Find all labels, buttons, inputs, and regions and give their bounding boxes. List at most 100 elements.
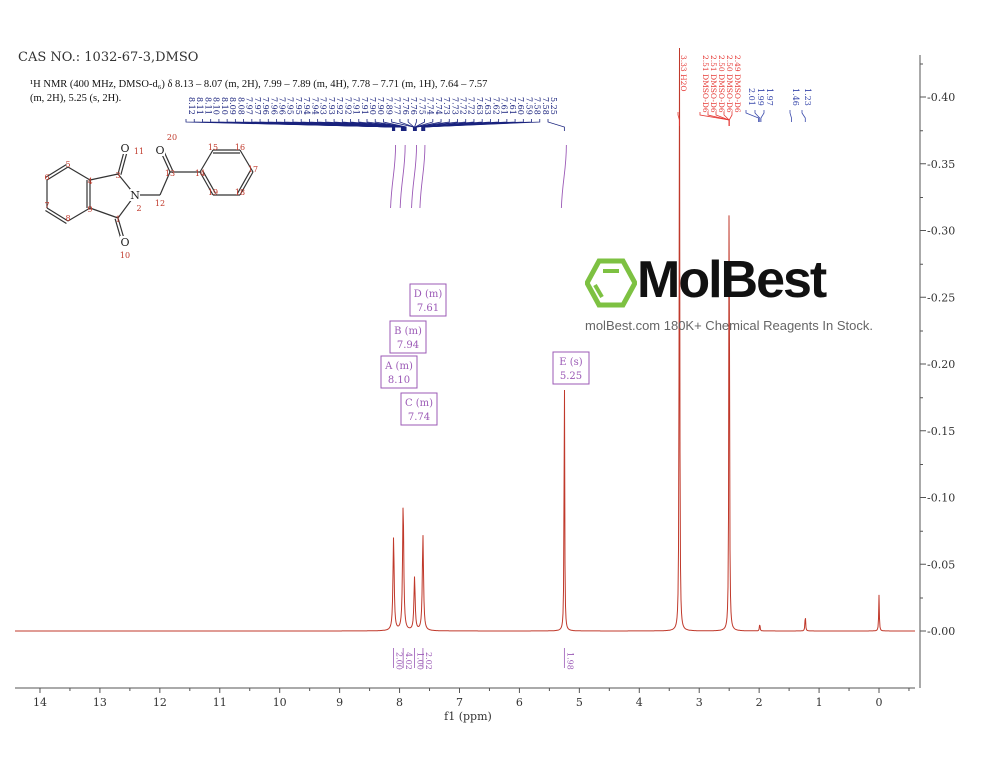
peak-label: 7.76 [409,97,418,115]
y-tick-label: -0.00 [927,625,955,638]
y-tick-label: -0.40 [927,91,955,104]
peak-label: 7.93 [327,97,336,115]
integral-value: 4.02 [404,652,413,670]
peak-label: 7.76 [401,97,410,115]
x-tick-label: 7 [456,696,463,709]
peak-label: 7.96 [269,97,278,115]
multiplet-shift: 7.94 [397,340,419,351]
peak-label: 7.73 [442,97,451,115]
peak-label-connector [383,119,407,131]
peak-label-connector [415,119,450,131]
peak-label: 7.73 [450,97,459,115]
peak-label-connector [547,119,565,131]
peak-label: 8.12 [187,97,196,115]
bond [89,173,119,181]
peak-label: 1.97 [765,88,774,106]
y-tick-label: -0.30 [927,225,955,238]
atom-number: 18 [235,188,245,197]
multiplet-box [380,355,418,389]
atom-number: 1 [115,215,120,224]
peak-label: 7.59 [524,97,533,115]
atom-number: 17 [248,165,258,174]
atom-number: 4 [87,177,92,186]
bond [199,149,214,173]
peak-label: 7.96 [278,97,287,115]
peak-label: 1.99 [756,88,765,106]
watermark-tagline: molBest.com 180K+ Chemical Reagents In S… [585,318,873,333]
peak-label: 7.95 [286,97,295,115]
peak-label: 7.96 [261,97,270,115]
atom-bg [130,189,140,201]
atom-symbol: O [120,236,129,249]
peak-label: 5.25 [549,97,558,115]
cas-number: CAS NO.: 1032-67-3,DMSO [18,50,199,65]
peak-label: 1.46 [791,88,800,106]
multiplet-label: E (s) [559,357,583,368]
atom-number: 11 [134,147,144,156]
peak-label-connector [415,119,467,131]
atom-number: 9 [87,205,92,214]
atom-number: 7 [44,201,49,210]
bond [46,166,69,181]
peak-label-connector [760,110,765,122]
peak-label: 8.09 [228,97,237,115]
peak-label: 7.95 [294,97,303,115]
atom-bg [155,144,165,156]
nmr-description: ¹H NMR (400 MHz, DMSO-d₆) δ 8.13 – 8.07 … [30,79,488,104]
bond [67,207,91,222]
solvent-peak-label: 2.49 DMSO-D6 [733,55,742,113]
peak-label-connector [391,119,414,131]
multiplet-label: A (m) [384,361,413,372]
peak-label: 7.92 [343,97,352,115]
watermark-logo-text: MolBest [637,251,827,309]
x-tick-label: 2 [756,696,763,709]
peak-label: 8.10 [220,97,229,115]
multiplet-shift: 8.10 [388,375,410,386]
multiplet-shift: 7.74 [408,412,430,423]
multiplet-box [389,320,427,354]
peak-label: 7.63 [483,97,492,115]
integral-value: 1.98 [565,652,574,670]
peak-label: 8.08 [236,97,245,115]
y-tick-label: -0.05 [927,558,955,571]
peak-label: 7.62 [491,97,500,115]
atom-number: 20 [167,133,177,142]
multiplet-shift: 7.61 [417,303,439,314]
peak-label: 7.97 [253,97,262,115]
peak-label: 7.72 [467,97,476,115]
atom-number: 16 [235,143,245,152]
peak-label-connector [407,119,415,131]
integral-value: 2.02 [424,652,433,670]
peak-label-connector [424,119,541,131]
x-tick-label: 6 [516,696,523,709]
peak-label: 7.63 [475,97,484,115]
integral-curve [411,144,417,209]
peak-label: 7.97 [245,97,254,115]
x-tick-label: 1 [816,696,823,709]
peak-label: 7.61 [500,97,509,115]
peak-label: 7.94 [302,97,311,115]
multiplet-shift: 5.25 [560,371,582,382]
x-tick-label: 4 [636,696,643,709]
solvent-peak-label: 2.51 DMSO-D6 [701,55,710,113]
peak-label: 7.89 [384,97,393,115]
peak-label-connector [414,119,434,131]
solvent-label-connector [728,112,733,126]
spectrum-line [15,47,915,632]
peak-label: 7.58 [533,97,542,115]
peak-label-connector [801,110,806,122]
peak-label-connector [358,119,406,131]
peak-label: 7.90 [368,97,377,115]
atom-number: 13 [165,169,175,178]
integral-curve [419,144,426,209]
peak-label: 7.91 [352,97,361,115]
multiplet-label: B (m) [394,326,422,337]
peak-label: 8.11 [203,97,212,115]
multiplet-label: D (m) [414,289,443,300]
peak-label: 7.74 [426,97,435,115]
atom-symbol: O [155,144,164,157]
double-bond [236,170,251,194]
peak-label: 1.23 [803,88,812,106]
x-tick-label: 0 [876,696,883,709]
peak-label: 2.01 [747,88,756,106]
